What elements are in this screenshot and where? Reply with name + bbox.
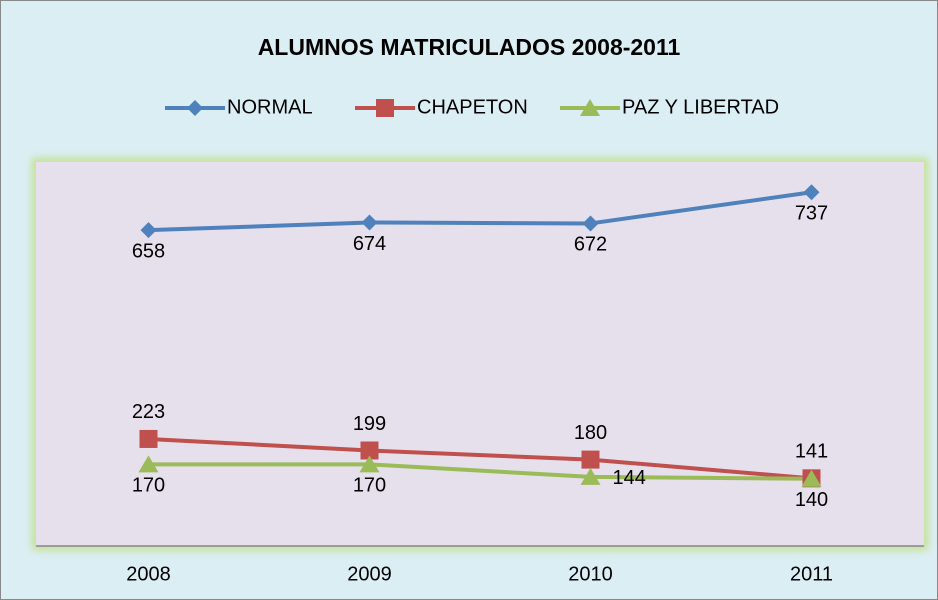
marker	[580, 467, 601, 485]
marker	[139, 429, 158, 448]
series-line	[148, 436, 812, 481]
marker	[359, 455, 380, 473]
marker	[187, 100, 203, 116]
marker	[360, 441, 379, 460]
marker	[582, 215, 599, 232]
data-label: 170	[353, 475, 386, 497]
marker	[376, 99, 394, 117]
chart-title: ALUMNOS MATRICULADOS 2008-2011	[258, 34, 681, 60]
data-label: 140	[795, 489, 828, 511]
plot-area	[36, 162, 924, 546]
series-line	[148, 462, 812, 481]
data-label: 658	[132, 240, 165, 262]
x-tick-label: 2008	[126, 563, 171, 585]
x-tick-label: 2011	[790, 563, 833, 585]
legend-label: CHAPETON	[417, 96, 528, 118]
x-tick-label: 2009	[347, 563, 392, 585]
x-tick-label: 2010	[568, 563, 613, 585]
marker	[138, 455, 159, 473]
marker	[580, 99, 600, 116]
marker	[581, 450, 600, 469]
data-label: 737	[795, 203, 828, 225]
data-label: 180	[574, 422, 607, 444]
marker	[801, 469, 822, 487]
data-label: 199	[353, 413, 386, 435]
data-label: 141	[795, 441, 828, 463]
marker	[803, 184, 820, 201]
data-label: 144	[613, 467, 646, 489]
legend-label: PAZ Y LIBERTAD	[622, 96, 779, 118]
marker	[140, 222, 157, 239]
data-label: 223	[132, 401, 165, 423]
data-label: 170	[132, 475, 165, 497]
legend: NORMAL CHAPETON PAZ Y LIBERTAD	[165, 96, 779, 118]
data-label: 672	[574, 234, 607, 256]
marker	[361, 214, 378, 231]
series-line	[148, 190, 812, 233]
legend-label: NORMAL	[227, 96, 313, 118]
data-label: 674	[353, 233, 386, 255]
